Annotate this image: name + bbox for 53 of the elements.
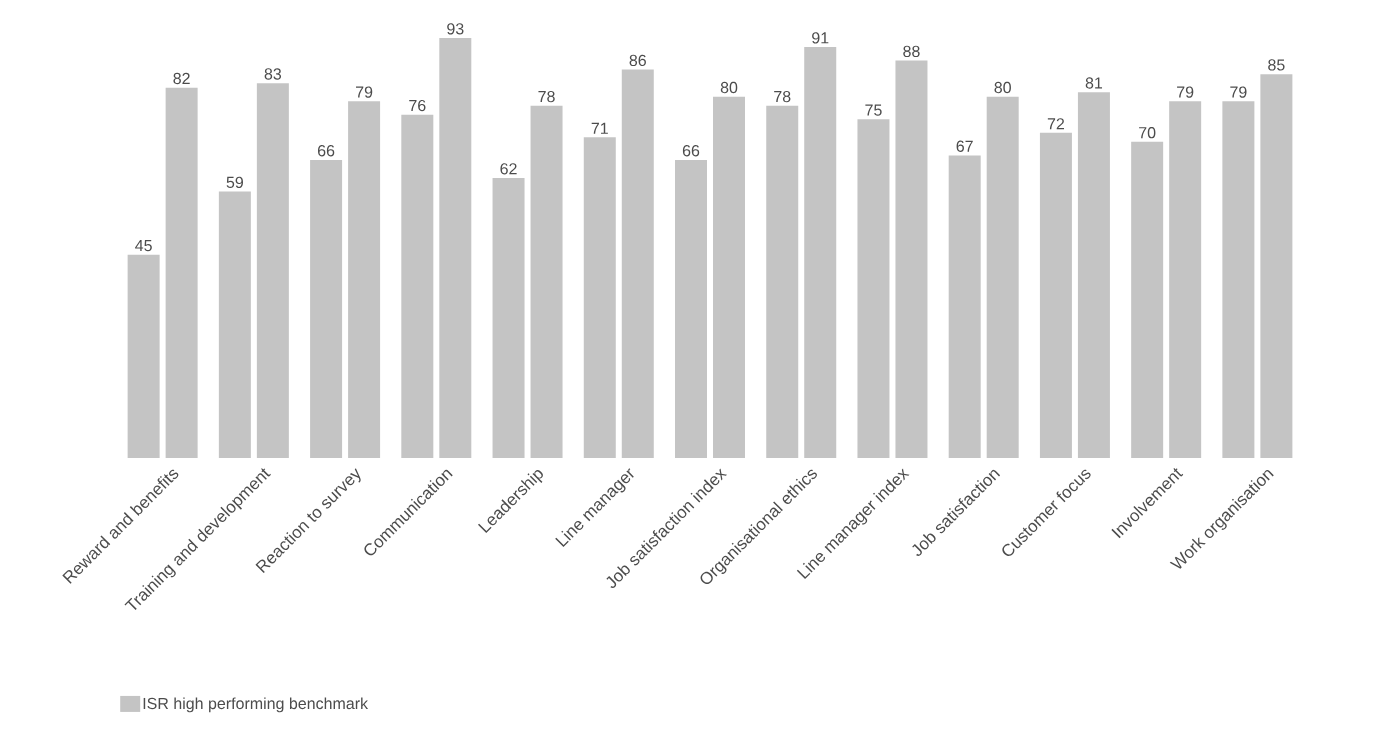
data-label: 45 [135, 240, 152, 252]
bar [1039, 132, 1072, 458]
bar [492, 178, 525, 458]
data-label: 79 [1177, 86, 1194, 98]
data-label: 79 [356, 86, 373, 98]
bar [127, 254, 160, 458]
bar [621, 69, 654, 458]
bar [857, 119, 890, 458]
data-label: 67 [956, 140, 973, 152]
bar [895, 60, 928, 458]
data-label: 81 [1085, 77, 1103, 89]
data-label: 85 [1268, 59, 1285, 71]
bar [583, 137, 616, 458]
bar [766, 105, 799, 458]
data-label: 75 [865, 104, 882, 116]
data-label: 78 [774, 90, 791, 103]
bar [439, 38, 472, 458]
bar [713, 96, 746, 458]
bar [675, 159, 708, 458]
bar [1077, 92, 1110, 458]
data-label: 76 [409, 99, 426, 112]
data-label: 72 [1047, 118, 1065, 130]
data-label: 91 [812, 32, 829, 44]
bar [1169, 101, 1202, 458]
legend-label: ISR high performing benchmark [143, 697, 369, 713]
bar [256, 83, 289, 458]
bar [218, 191, 251, 458]
data-label: 70 [1139, 127, 1156, 139]
bar [948, 155, 981, 458]
data-label: 66 [318, 145, 335, 157]
data-label: 59 [226, 176, 243, 189]
data-label: 82 [173, 72, 190, 85]
bar [348, 101, 381, 458]
bar [165, 87, 198, 458]
bar [804, 47, 837, 458]
data-label: 80 [720, 81, 738, 94]
bar [1222, 101, 1255, 458]
data-label: 93 [447, 23, 464, 35]
data-label: 83 [264, 68, 282, 80]
bar [1260, 74, 1293, 458]
bar [401, 114, 434, 458]
bar [986, 96, 1019, 458]
data-label: 78 [538, 90, 555, 103]
bar [1131, 141, 1164, 458]
data-label: 71 [591, 122, 608, 134]
data-label: 66 [682, 145, 700, 157]
bar [310, 159, 343, 458]
data-label: 86 [629, 54, 646, 67]
data-label: 62 [500, 163, 517, 175]
data-label: 79 [1230, 86, 1247, 98]
bar [530, 105, 563, 458]
data-label: 88 [903, 45, 920, 58]
data-label: 80 [994, 81, 1011, 94]
